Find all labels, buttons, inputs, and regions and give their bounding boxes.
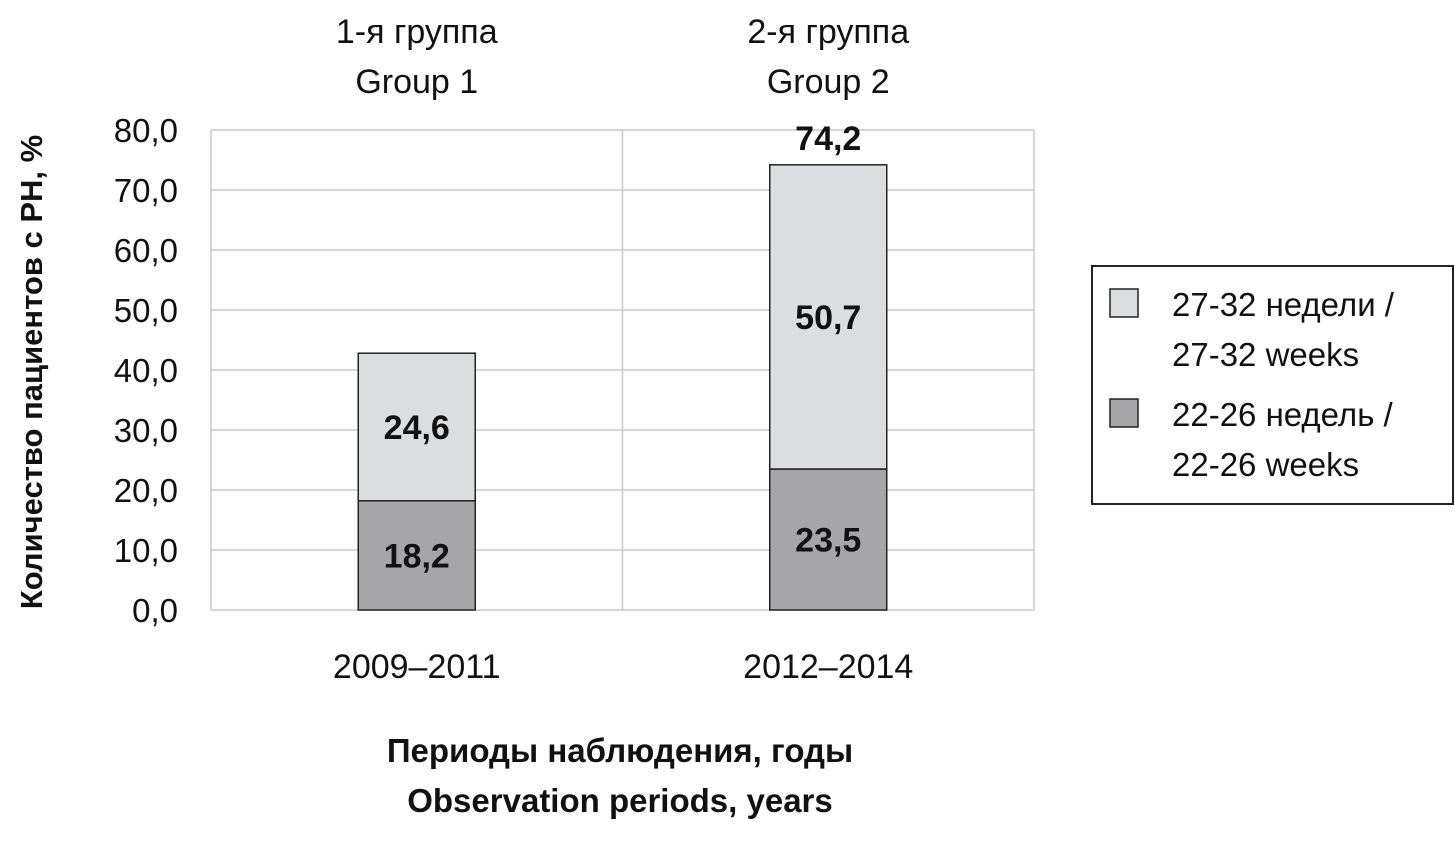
legend-label-27-32-line-1: 27-32 недели / [1172,286,1395,323]
y-tick-label: 50,0 [114,292,178,329]
y-axis-title: Количество пациентов с РН, % [14,135,49,609]
legend-swatch-27-32-weeks [1109,288,1139,318]
x-axis-category-labels: 2009–2011 2012–2014 [333,648,913,686]
x-axis-title-line-1: Периоды наблюдения, годы [387,732,853,769]
bar-period-1-22-26-weeks [357,500,476,611]
y-tick-label: 80,0 [114,112,178,149]
group-headers: 1-я группа Group 1 2-я группа Group 2 [336,13,909,101]
legend-swatch-22-26-weeks [1109,398,1139,428]
group-header-2-line-1: 2-я группа [747,13,909,51]
legend-label-27-32-line-2: 27-32 weeks [1172,336,1359,373]
data-label-period-2-27-32-weeks: 50,7 [795,299,861,337]
y-tick-label: 10,0 [114,532,178,569]
bar-period-2-27-32-weeks [769,164,888,470]
x-tick-label-period-1: 2009–2011 [333,648,501,686]
group-header-2-line-2: Group 2 [767,63,890,101]
y-tick-label: 20,0 [114,472,178,509]
y-tick-label: 60,0 [114,232,178,269]
total-label-period-2: 74,2 [795,120,861,158]
y-tick-label: 40,0 [114,352,178,389]
y-tick-label: 0,0 [132,592,178,629]
bars [357,164,888,611]
data-label-period-2-22-26-weeks: 23,5 [795,522,861,560]
y-tick-label: 30,0 [114,412,178,449]
group-header-1-line-2: Group 1 [355,63,478,101]
legend-label-22-26-line-1: 22-26 недель / [1172,396,1394,433]
group-header-1-line-1: 1-я группа [336,13,498,51]
data-label-period-1-27-32-weeks: 24,6 [384,409,450,447]
total-labels: 74,2 [795,120,861,158]
legend: 27-32 недели / 27-32 weeks 22-26 недель … [1091,265,1454,505]
legend-label-22-26-line-2: 22-26 weeks [1172,446,1359,483]
legend-frame [1091,265,1454,505]
data-labels: 18,2 24,6 23,5 50,7 [384,299,862,576]
data-label-period-1-22-26-weeks: 18,2 [384,537,450,575]
x-axis-title-line-2: Observation periods, years [407,782,833,819]
y-tick-label: 70,0 [114,172,178,209]
grid-lines [210,129,1035,611]
bar-period-1-27-32-weeks [357,352,476,502]
y-axis-ticks: 0,0 10,0 20,0 30,0 40,0 50,0 60,0 70,0 80,0 [114,112,178,629]
x-tick-label-period-2: 2012–2014 [743,648,913,686]
